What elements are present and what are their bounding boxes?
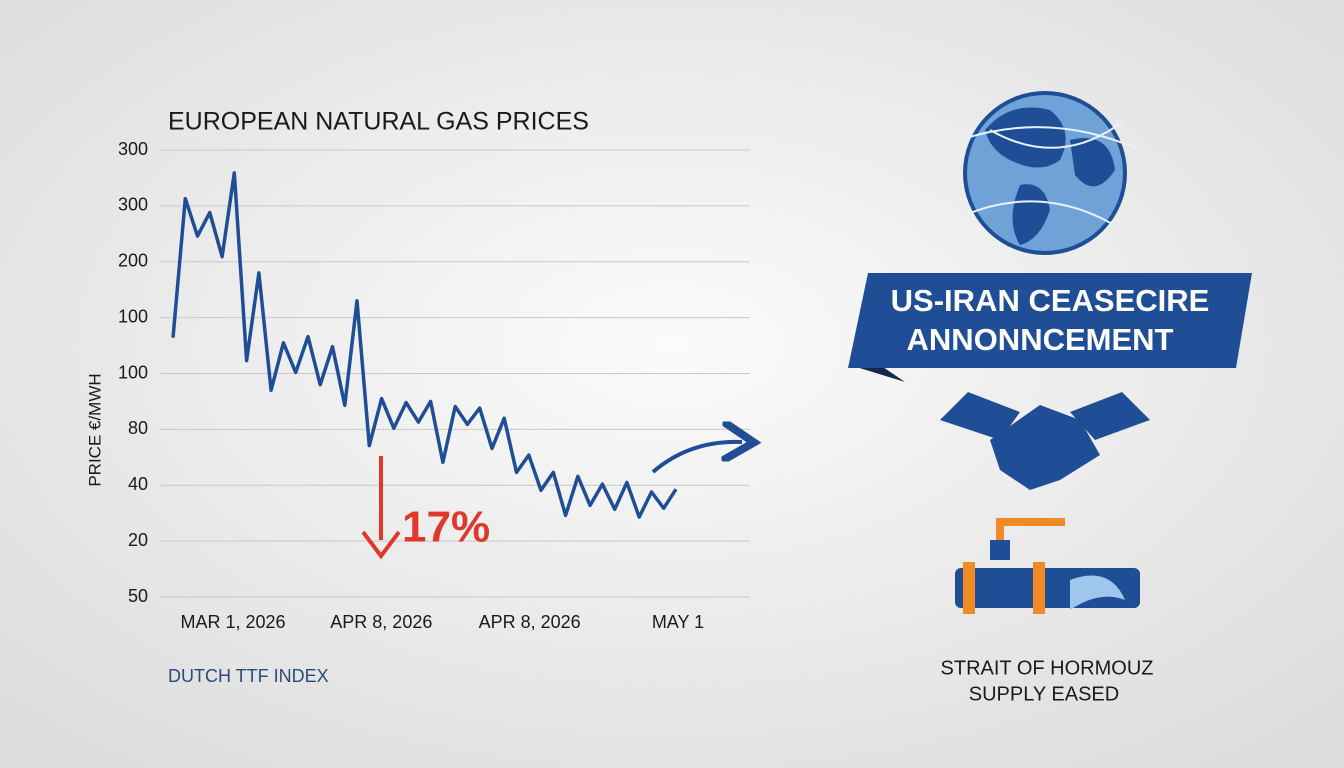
y-axis-label: PRICE €/MWH bbox=[85, 373, 104, 486]
y-tick-label: 20 bbox=[128, 530, 148, 550]
y-tick-label: 80 bbox=[128, 418, 148, 438]
x-tick-label: MAY 1 bbox=[652, 612, 704, 632]
y-tick-label: 200 bbox=[118, 251, 148, 271]
y-tick-label: 100 bbox=[118, 306, 148, 326]
y-tick-label: 50 bbox=[128, 586, 148, 606]
down-arrow-head bbox=[361, 530, 401, 560]
caption: SUPPLY EASED bbox=[969, 683, 1119, 705]
y-tick-label: 300 bbox=[118, 139, 148, 159]
annotation: 17% bbox=[402, 503, 490, 552]
pipe-icon bbox=[955, 518, 1140, 614]
y-tick-label: 100 bbox=[118, 362, 148, 382]
plot: 300 300 200 100 100 80 40 20 50 MAR 1, 2026 APR 8,… bbox=[118, 139, 750, 632]
trend-arrow bbox=[651, 442, 742, 474]
drop-annotation: 17% bbox=[361, 456, 490, 560]
caption: STRAIT OF HORMOUZ bbox=[941, 657, 1154, 679]
globe-icon bbox=[959, 91, 1141, 255]
x-tick-label: MAR 1, 2026 bbox=[180, 612, 285, 632]
banner: US-IRAN CEASECIRE ANNONNCEMENT bbox=[848, 273, 1252, 382]
source-note: DUTCH TTF INDEX bbox=[168, 666, 329, 686]
banner-text: US-IRAN CEASECIRE bbox=[891, 283, 1210, 318]
chart-title: EUROPEAN NATURAL GAS PRICES bbox=[168, 108, 589, 136]
y-tick-label: 40 bbox=[128, 474, 148, 494]
x-tick-label: APR 8, 2026 bbox=[330, 612, 432, 632]
handshake-icon bbox=[940, 392, 1150, 490]
banner-text: ANNONNCEMENT bbox=[907, 322, 1174, 357]
y-tick-label: 300 bbox=[118, 195, 148, 215]
price-line bbox=[171, 171, 678, 519]
x-tick-label: APR 8, 2026 bbox=[479, 612, 581, 632]
